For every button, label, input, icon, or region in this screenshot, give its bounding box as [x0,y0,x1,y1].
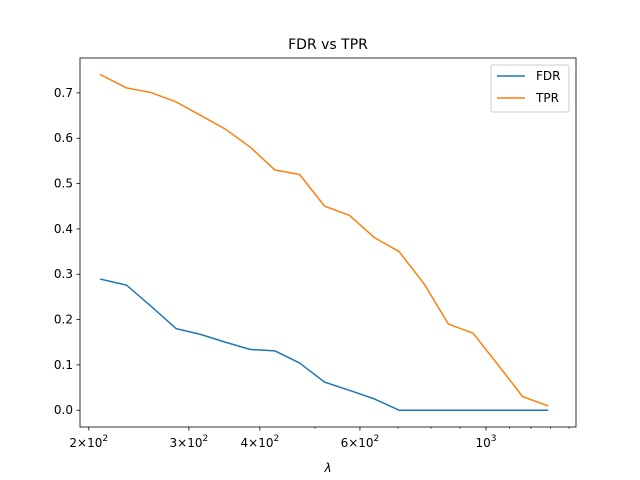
legend-label-tpr: TPR [535,91,559,105]
legend: FDR TPR [490,64,570,113]
y-tick-label: 0.1 [54,358,73,372]
y-tick-label: 0.7 [54,86,73,100]
plot-area [79,57,577,428]
series-layer [99,73,549,411]
x-tick-label: 2×102 [69,434,108,450]
x-axis-ticks: 2×102 3×102 4×102 6×102 103 [69,427,497,450]
chart-title: FDR vs TPR [288,37,368,53]
x-tick-label: 4×102 [241,434,280,450]
y-tick-label: 0.5 [54,177,73,191]
y-tick-label: 0.3 [54,267,73,281]
x-tick-label: 103 [475,434,496,450]
y-tick-label: 0.2 [54,313,73,327]
y-tick-label: 0.6 [54,131,73,145]
x-tick-label: 6×102 [341,434,380,450]
x-axis-label: λ [323,461,331,475]
y-tick-label: 0.4 [54,222,73,236]
y-axis-ticks: 0.0 0.1 0.2 0.3 0.4 0.5 0.6 0.7 [54,86,80,417]
series-line-fdr [99,278,549,411]
series-line-tpr [99,73,549,407]
legend-label-fdr: FDR [536,69,560,83]
y-tick-label: 0.0 [54,403,73,417]
x-minor-ticks [314,427,570,429]
x-tick-label: 3×102 [170,434,209,450]
